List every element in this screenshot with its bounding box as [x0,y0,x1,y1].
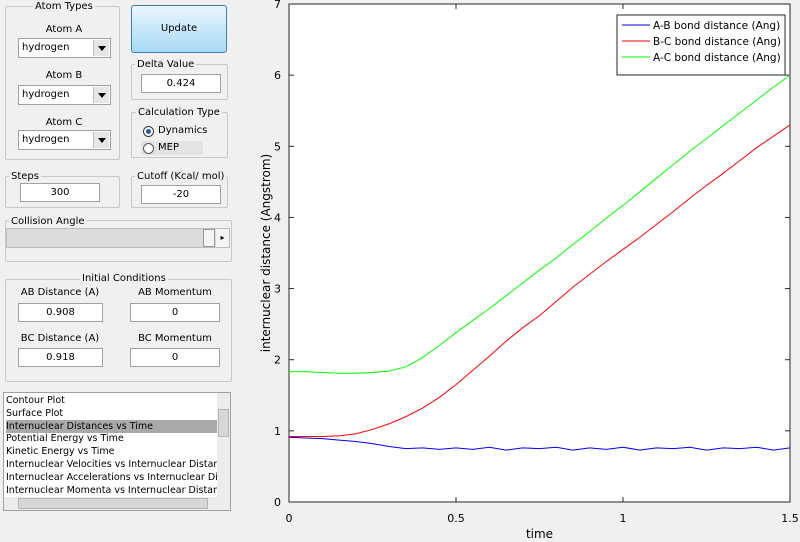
list-item[interactable]: Internuclear Accelerations vs Internucle… [6,471,217,483]
field-input[interactable]: 0 [130,303,220,322]
field-label: BC Momentum [138,333,212,344]
vertical-scrollbar[interactable] [217,393,230,497]
group-title: Delta Value [135,59,197,70]
update-button[interactable]: Update [131,5,227,53]
select-value: hydrogen [22,134,70,145]
plot-area [288,3,791,503]
list-item[interactable]: Internuclear Velocities vs Internuclear … [6,459,217,470]
atom-label: Atom A [45,24,83,35]
atom-select[interactable]: hydrogen [18,38,111,58]
atom-select[interactable]: hydrogen [18,130,111,150]
cutoff-input[interactable]: -20 [141,185,221,204]
y-tick-label: 0 [274,496,281,509]
radio-label: MEP [158,142,179,153]
field-label: AB Distance (A) [20,287,100,298]
atom-label: Atom C [45,117,83,128]
scroll-thumb[interactable] [218,409,229,437]
legend-label: A-B bond distance (Ang) [653,20,780,32]
y-tick-label: 6 [274,69,281,82]
y-tick-label: 1 [274,425,281,438]
x-tick-label: 0 [286,512,293,525]
list-item[interactable]: Contour Plot [6,395,65,406]
legend-label: A-C bond distance (Ang) [653,52,781,64]
scroll-thumb[interactable] [18,498,208,509]
x-tick-label: 1 [620,512,627,525]
dropdown-arrow[interactable] [93,40,109,56]
group-title: Atom Types [33,1,95,12]
list-item[interactable]: Kinetic Energy vs Time [6,446,115,458]
steps-group [5,176,120,208]
field-label: BC Distance (A) [20,333,100,344]
field-input[interactable]: 0.908 [18,303,103,322]
field-input[interactable]: 0 [130,348,220,367]
collision-angle-group [5,220,232,262]
series-line [289,124,791,438]
y-tick-label: 5 [274,140,281,153]
x-axis-label: time [526,527,553,541]
select-value: hydrogen [22,42,70,53]
steps-input[interactable]: 300 [20,183,100,202]
select-value: hydrogen [22,89,70,100]
group-title: Cutoff (Kcal/ mol) [135,171,227,182]
x-tick-label: 1.5 [781,512,799,525]
y-axis-label: internuclear distance (Angstrom) [259,154,273,353]
x-tick-label: 0.5 [447,512,465,525]
horizontal-scrollbar[interactable] [4,497,230,510]
atom-label: Atom B [45,70,83,81]
list-item[interactable]: Surface Plot [6,407,64,419]
y-tick-label: 3 [274,283,281,296]
angle-slider[interactable]: ▸ [6,228,230,248]
slider-thumb[interactable] [203,229,215,247]
radio-dot [146,129,151,134]
field-input[interactable]: 0.918 [18,348,103,367]
control-panel: Atom Types Atom A hydrogen Atom B hydrog… [0,0,236,542]
slider-arrow[interactable]: ▸ [216,229,229,247]
legend-label: B-C bond distance (Ang) [653,36,781,48]
radio-button[interactable] [143,126,154,137]
list-item[interactable]: Potential Energy vs Time [6,433,124,445]
group-title: Calculation Type [136,107,222,118]
radio-option-bg [141,141,203,155]
plot-listbox[interactable]: Internuclear Momenta vs Internuclear Dis… [3,392,231,511]
series-line [289,74,791,374]
y-tick-label: 4 [274,211,281,224]
y-tick-label: 7 [274,0,281,11]
group-title: Initial Conditions [80,273,168,284]
group-title: Steps [9,171,41,182]
radio-label: Dynamics [158,125,208,136]
y-tick-label: 2 [274,354,281,367]
radio-button[interactable] [143,143,154,154]
atom-select[interactable]: hydrogen [18,85,111,105]
field-label: AB Momentum [138,287,212,298]
dropdown-arrow[interactable] [93,132,109,148]
list-item[interactable]: Internuclear Momenta vs Internuclear Dis… [6,484,217,496]
delta-input[interactable]: 0.424 [141,74,221,93]
list-item[interactable]: Internuclear Distances vs Time [6,419,217,433]
group-title: Collision Angle [9,216,87,227]
dropdown-arrow[interactable] [93,87,109,103]
series-line [288,436,791,451]
